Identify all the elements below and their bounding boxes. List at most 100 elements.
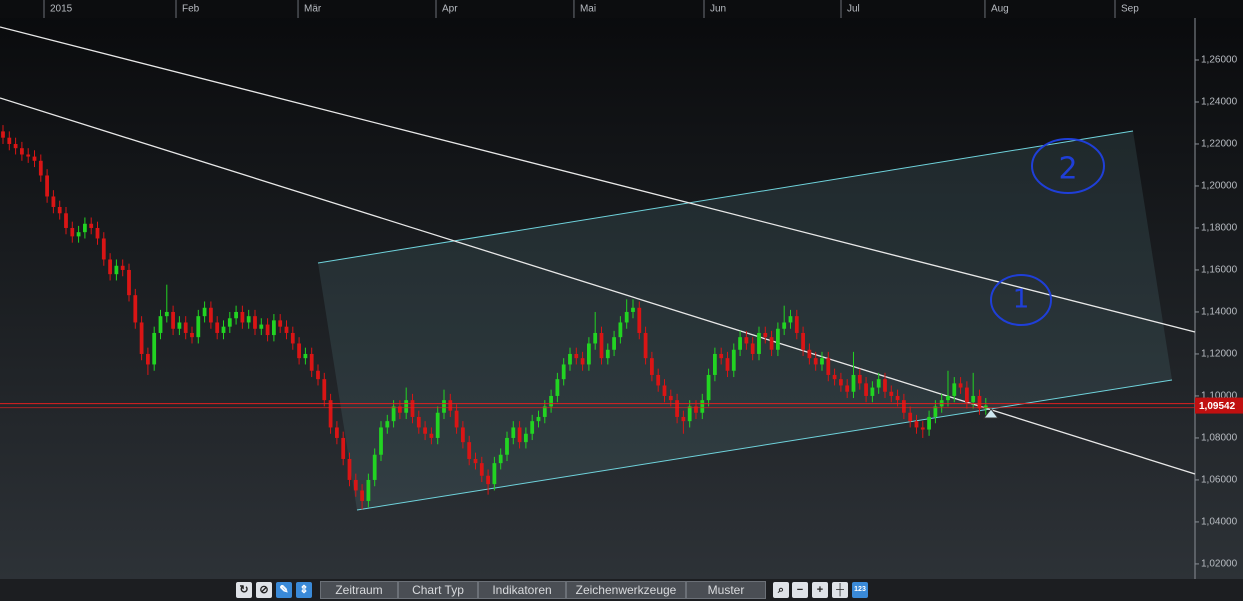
candle-body: [303, 353, 308, 359]
candle-body: [120, 265, 125, 270]
drawn-label: 1: [1013, 285, 1030, 315]
candle-body: [561, 364, 566, 380]
candle-body: [889, 391, 894, 396]
candle-body: [95, 227, 100, 239]
candle-body: [259, 324, 264, 329]
candle-body: [687, 406, 692, 422]
candle-body: [202, 307, 207, 317]
candle-body: [26, 154, 31, 157]
candle-body: [706, 374, 711, 401]
channel-area: [318, 131, 1172, 510]
candle-body: [983, 405, 988, 409]
candle-body: [712, 353, 717, 375]
candle-body: [605, 349, 610, 359]
y-tick-label: 1,10000: [1201, 391, 1238, 402]
toolbar-tab[interactable]: Zeitraum: [320, 581, 398, 599]
trend-line: [0, 26, 1196, 333]
candle-body: [20, 148, 24, 155]
values-button[interactable]: 123: [852, 582, 868, 598]
candle-body: [423, 427, 427, 434]
drawn-circle: [1031, 138, 1105, 194]
candle-body: [876, 379, 881, 388]
y-tick-label: 1,18000: [1201, 223, 1238, 234]
candle-body: [64, 213, 68, 228]
candle-body: [265, 324, 270, 336]
candle-body: [89, 223, 94, 228]
toolbar-tab[interactable]: Muster: [686, 581, 766, 599]
candle-body: [309, 353, 314, 371]
candle-body: [341, 437, 346, 459]
candle-body: [316, 370, 320, 380]
y-tick-label: 1,14000: [1201, 307, 1238, 318]
y-tick-label: 1,04000: [1201, 517, 1238, 528]
candle-body: [108, 259, 112, 275]
candle-body: [360, 490, 364, 501]
candle-body: [952, 383, 957, 396]
toolbar-tab[interactable]: Zeichenwerkzeuge: [566, 581, 686, 599]
x-tick-label: Jul: [847, 4, 860, 15]
candle-body: [379, 427, 383, 455]
candle-body: [461, 427, 465, 443]
zoom-out-button[interactable]: −: [792, 582, 808, 598]
candle-body: [536, 416, 541, 422]
clear-button[interactable]: ⊘: [256, 582, 272, 598]
candle-body: [864, 383, 868, 396]
candle-body: [1, 131, 5, 138]
candle-body: [618, 322, 623, 338]
candle-body: [70, 227, 75, 237]
candle-body: [177, 322, 182, 329]
candle-body: [593, 332, 598, 344]
search-button[interactable]: ⌕: [773, 582, 789, 598]
candle-body: [549, 395, 553, 407]
candle-body: [209, 307, 213, 323]
candle-body: [486, 475, 490, 485]
candle-body: [76, 232, 81, 237]
candle-body: [404, 400, 409, 413]
crosshair-button[interactable]: ┼: [832, 582, 848, 598]
candle-body: [240, 311, 245, 323]
candle-body: [38, 160, 43, 176]
candle-body: [725, 358, 730, 371]
y-tick-label: 1,08000: [1201, 433, 1238, 444]
candle-body: [637, 307, 642, 333]
candle-body: [45, 175, 49, 197]
x-tick-label: Apr: [442, 4, 458, 15]
toolbar-tab[interactable]: Indikatoren: [478, 581, 566, 599]
candle-body: [139, 322, 144, 354]
candle-body: [574, 353, 579, 359]
candle-body: [101, 238, 106, 260]
candle-body: [599, 332, 604, 359]
candle-body: [901, 400, 906, 413]
toolbar-tab[interactable]: Chart Typ: [398, 581, 478, 599]
draw-button[interactable]: ✎: [276, 582, 292, 598]
candle-body: [278, 320, 283, 327]
candle-body: [883, 379, 887, 392]
price-badge-label: 1,09542: [1199, 401, 1236, 412]
channel-bottom: [356, 379, 1173, 511]
candle-body: [511, 427, 516, 438]
candle-body: [372, 454, 377, 480]
candle-body: [820, 358, 824, 365]
candle-body: [391, 406, 396, 422]
sort-button[interactable]: ⇕: [296, 582, 312, 598]
candle-body: [857, 374, 862, 384]
candle-body: [234, 311, 238, 319]
refresh-button[interactable]: ↻: [236, 582, 252, 598]
candle-body: [322, 379, 327, 401]
zoom-in-button[interactable]: +: [812, 582, 828, 598]
candle-body: [971, 395, 976, 403]
candle-body: [190, 332, 194, 338]
candle-body: [958, 383, 963, 388]
candle-body: [845, 385, 850, 392]
candle-body: [838, 379, 843, 386]
candle-body: [158, 316, 163, 333]
candle-body: [624, 311, 629, 323]
candle-body: [272, 320, 276, 336]
candle-body: [246, 316, 251, 323]
candle-body: [429, 433, 434, 438]
candle-body: [788, 316, 793, 323]
candles: [1, 125, 988, 510]
candle-body: [681, 416, 686, 422]
candle-body: [290, 332, 295, 344]
